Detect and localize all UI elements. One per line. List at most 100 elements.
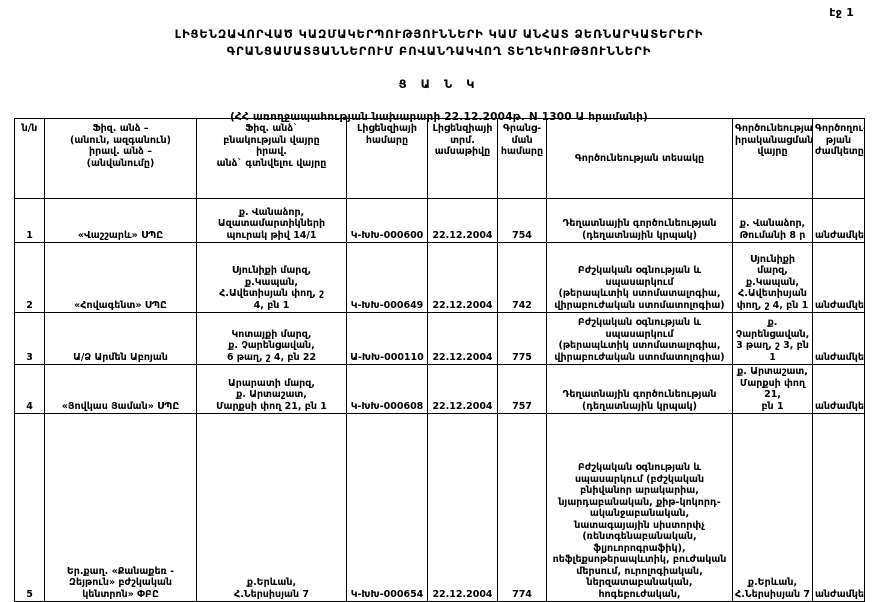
- row-number-cell: 3: [14, 312, 45, 365]
- cell-line: Բժշկական օգնության և: [577, 317, 702, 328]
- column-header-license-date: Լիցենզիայի տրմ. ամսաթիվը: [427, 118, 498, 199]
- cell-line: Դեղատնային գործունեության: [562, 218, 717, 229]
- column-header-registration-number-l1: Գրանց-: [502, 123, 542, 134]
- registry-table-wrapper: ն/ն Ֆիզ. անձ – (անուն, ազգանուն) իրավ. ա…: [14, 118, 865, 602]
- document-kind: Ց Ա Ն Կ: [398, 77, 480, 91]
- row-number-cell: 1: [14, 198, 45, 243]
- cell-line: Դեղատնային գործունեության: [562, 389, 717, 400]
- cell-line: 3 թաղ, շ 3, բն 1: [736, 340, 809, 363]
- column-header-license-date-l2: տրմ.: [450, 134, 475, 146]
- column-header-registration-number-l3: համարը: [500, 146, 544, 157]
- row-address-cell: Արարատի մարզ, ք. Արտաշատ, Մարքսի փող 21, բ…: [196, 364, 347, 414]
- column-header-address-l2: բնակության վայրը: [223, 134, 320, 146]
- cell-line: ք. Չարենցավան,: [228, 340, 315, 351]
- row-address-cell: Կոտայքի մարզ, ք. Չարենցավան, 6 թաղ, շ 4, բ…: [196, 312, 347, 365]
- cell-line: (թերապևտիկ ստոմատալոգիա,: [558, 340, 721, 351]
- cell-line: ք. Վանաձոր,: [739, 218, 806, 229]
- table-header: ն/ն Ֆիզ. անձ – (անուն, ազգանուն) իրավ. ա…: [14, 118, 865, 199]
- row-license-date-cell: 22.12.2004: [427, 364, 498, 414]
- table-header-row: ն/ն Ֆիզ. անձ – (անուն, ազգանուն) իրավ. ա…: [14, 118, 865, 199]
- row-address-cell: ք. Վանաձոր, Ազատամարտիկների պուրակ թիվ 14/…: [196, 198, 347, 243]
- column-header-license-number: Լիցենզիայի համարը: [346, 118, 428, 199]
- row-number-cell: 4: [14, 364, 45, 414]
- column-header-place-l2: իրականացման: [735, 134, 813, 146]
- cell-line: ք.Կապան,: [745, 276, 799, 288]
- row-number-cell: 5: [14, 413, 45, 602]
- table-row[interactable]: 5 Եր.քաղ. «Քանաքեռ - Զեյթուն» բժշկական կե…: [14, 413, 865, 602]
- column-header-activity: Գործունեության տեսակը: [546, 118, 733, 199]
- column-header-address-l3: իրավ.: [256, 146, 287, 157]
- row-registration-number-cell: 754: [497, 198, 547, 243]
- column-header-address-l4: անձ` գտնվելու վայրը: [216, 157, 327, 169]
- column-header-term-l3: ժամկետը: [815, 146, 864, 157]
- cell-line: սպասարկում: [605, 328, 674, 340]
- cell-line: ք.Երևան,: [246, 577, 297, 588]
- cell-line: Բժշկական օգնության և: [577, 462, 702, 473]
- row-license-date-cell: 22.12.2004: [427, 242, 498, 313]
- column-header-address-l1: Ֆիզ. անձ`: [245, 123, 298, 134]
- row-license-date-cell: 22.12.2004: [427, 413, 498, 602]
- row-entity-name-cell: «Յովկաս Յաման» ՍՊԸ: [44, 364, 197, 414]
- column-header-term: Գործողու- թյան ժամկետը: [812, 118, 865, 199]
- row-activity-cell: Բժշկական օգնության և սպասարկում (թերապևտիկ…: [546, 312, 733, 365]
- cell-line: ականջաբանական,: [589, 508, 690, 519]
- cell-line: վիրաբուժական ստոմատոլոգիա): [554, 351, 725, 363]
- row-registration-number-cell: 774: [497, 413, 547, 602]
- column-header-license-number-l2: համարը: [365, 134, 409, 146]
- cell-line: նյարդաբանական, քիթ-կոկորդ-: [558, 496, 721, 508]
- column-header-name-l1: Ֆիզ. անձ –: [92, 123, 149, 134]
- document-header: ԼԻՑԵՆԶԱՎՈՐՎԱԾ ԿԱԶՄԱԿԵՐՊՈՒԹՅՈՒՆՆԵՐԻ ԿԱՄ Ա…: [0, 0, 878, 123]
- cell-line: նատագայային սիստորփչ: [574, 519, 705, 531]
- row-place-cell: Սյունիքի մարզ, ք.Կապան, Հ.Ավետիսյան փող, շ …: [732, 242, 813, 313]
- cell-line: 4, բն 1: [253, 299, 290, 311]
- table-row[interactable]: 3 Ա/Ձ Արմեն Աբոյան Կոտայքի մարզ, ք. Չարենցա…: [14, 312, 865, 365]
- column-header-license-date-l3: ամսաթիվը: [434, 146, 491, 157]
- row-license-number-cell: Ա-ԽԽ-000110: [346, 312, 428, 365]
- column-header-name-l2: (անուն, ազգանուն): [70, 134, 171, 146]
- column-header-place-l1: Գործունեության: [735, 123, 813, 134]
- cell-line: ք. Արտաշատ,: [236, 389, 307, 400]
- cell-line: ք.Երևան,: [747, 577, 798, 588]
- cell-line: 6 թաղ, շ 4, բն 22: [226, 351, 317, 363]
- column-header-name-l3: իրավ. անձ –: [89, 146, 152, 157]
- row-license-date-cell: 22.12.2004: [427, 198, 498, 243]
- column-header-registration-number: Գրանց- ման համարը: [497, 118, 547, 199]
- cell-line: Թումանի 8 ր: [739, 229, 806, 241]
- row-address-cell: Սյունիքի մարզ, ք.Կապան, Հ.Ավետիսյան փող, շ…: [196, 242, 347, 313]
- row-license-number-cell: Կ-ԽԽ-000600: [346, 198, 428, 243]
- cell-line: (թերապևտիկ ստոմատալոգիա,: [558, 288, 721, 299]
- column-header-name-l4: (անվանումը): [86, 157, 155, 169]
- cell-line: սպասարկում (բժշկական: [574, 473, 705, 485]
- cell-line: ոեֆլեքսոթերապևտիկ, բուժական: [552, 554, 727, 565]
- cell-line: Հ.Ներսիսյան 7: [234, 588, 309, 600]
- cell-line: Հ.Ավետիսյան փող, շ: [219, 288, 324, 299]
- cell-line: պուրակ թիվ 14/1: [226, 229, 317, 241]
- table-row[interactable]: 2 «Հովագենտ» ՍՊԸ Սյունիքի մարզ, ք.Կապան, Հ.Ա…: [14, 242, 865, 313]
- table-row[interactable]: 1 «Վաշշարև» ՍՊԸ ք. Վանաձոր, Ազատամարտիկների…: [14, 198, 865, 243]
- column-header-license-number-l1: Լիցենզիայի: [357, 123, 417, 134]
- cell-line: ք. Արտաշատ,: [737, 366, 808, 377]
- cell-line: վիրաբուժական ստոմատոլոգիա): [554, 299, 725, 311]
- cell-line: ք. Չարենցավան,: [735, 317, 810, 340]
- cell-line: ֆլյուորոգրաֆիկ),: [593, 542, 686, 554]
- row-license-number-cell: Կ-ԽԽ-000608: [346, 364, 428, 414]
- cell-line: Կոտայքի մարզ,: [231, 328, 312, 340]
- cell-line: ք.Կապան,: [244, 276, 298, 288]
- row-license-number-cell: Կ-ԽԽ-000654: [346, 413, 428, 602]
- row-entity-name-cell: «Վաշշարև» ՍՊԸ: [44, 198, 197, 243]
- page-number: էջ 1: [829, 6, 854, 19]
- row-entity-name-cell: Եր.քաղ. «Քանաքեռ - Զեյթուն» բժշկական կեն…: [44, 413, 197, 602]
- column-header-term-l2: թյան: [825, 134, 852, 146]
- row-entity-name-cell: «Հովագենտ» ՍՊԸ: [44, 242, 197, 313]
- column-header-address: Ֆիզ. անձ` բնակության վայրը իրավ. անձ` գտ…: [196, 118, 347, 199]
- table-row[interactable]: 4 «Յովկաս Յաման» ՍՊԸ Արարատի մարզ, ք. Արտաշ…: [14, 364, 865, 414]
- row-registration-number-cell: 742: [497, 242, 547, 313]
- cell-line: Մարքսի փող 21,: [739, 377, 806, 401]
- document-title-line-1: ԼԻՑԵՆԶԱՎՈՐՎԱԾ ԿԱԶՄԱԿԵՐՊՈՒԹՅՈՒՆՆԵՐԻ ԿԱՄ Ա…: [174, 27, 704, 41]
- column-header-place-l3: վայրը: [757, 146, 788, 157]
- cell-line: բնիվանոր արակարիա,: [580, 485, 699, 496]
- column-header-number: ն/ն: [14, 118, 45, 199]
